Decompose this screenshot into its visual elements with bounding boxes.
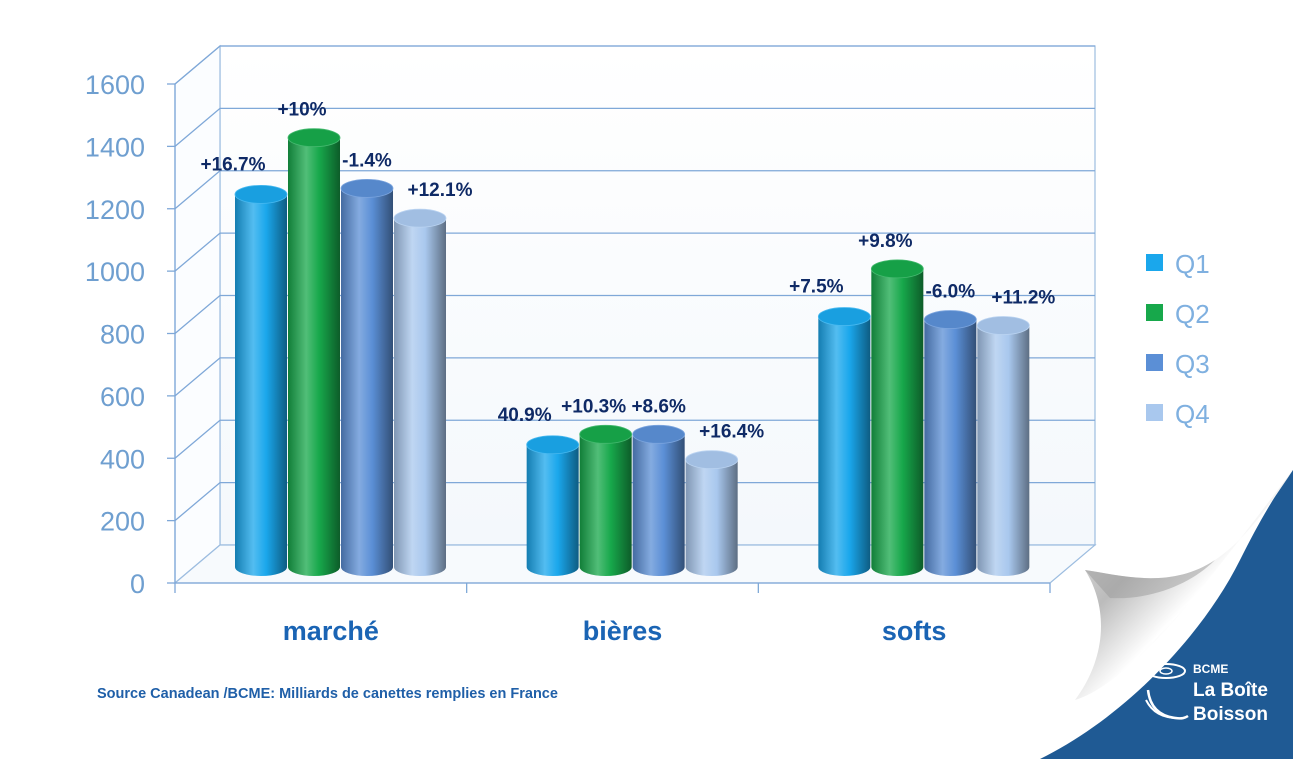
data-label: +8.6% [631, 396, 686, 417]
source-note: Source Canadean /BCME: Milliards de cane… [97, 686, 558, 702]
logo-line-2: Boisson [1193, 704, 1268, 725]
gridline [174, 232, 1095, 272]
category-label: softs [882, 616, 947, 646]
legend: Q1 Q2 Q3 Q4 [1146, 249, 1210, 429]
bar-q2-0 [287, 128, 341, 576]
y-tick-label: 800 [100, 320, 145, 350]
data-label: -6.0% [926, 282, 976, 303]
legend-label: Q4 [1175, 399, 1210, 429]
bar-q3-0 [340, 178, 394, 576]
data-label: +7.5% [789, 277, 844, 298]
y-tick-label: 1000 [85, 257, 145, 287]
data-label: -1.4% [342, 150, 392, 171]
logo-line-1: La Boîte [1193, 680, 1268, 701]
legend-item-q2: Q2 [1146, 299, 1210, 329]
gridline [174, 481, 1095, 522]
gridline [174, 419, 1095, 459]
data-labels: +16.7% +10% -1.4% +12.1% 40.9% +10.3% +8.6% +16… [201, 100, 1056, 443]
legend-swatch [1146, 254, 1163, 271]
data-label: +16.4% [699, 422, 764, 443]
category-label: bières [583, 616, 663, 646]
bar-q4-2 [976, 316, 1030, 576]
legend-label: Q1 [1175, 249, 1210, 279]
y-tick-label: 1400 [85, 132, 145, 162]
gridlines [174, 45, 1095, 522]
gridline [174, 357, 1095, 397]
legend-item-q4: Q4 [1146, 399, 1210, 429]
legend-swatch [1146, 404, 1163, 421]
data-label: +12.1% [408, 180, 473, 201]
bar-q3-2 [923, 310, 977, 576]
bar-q3-1 [632, 424, 686, 576]
gridline [174, 107, 1095, 147]
bar-q4-0 [393, 208, 447, 576]
gridline [174, 294, 1095, 334]
category-label: marché [283, 616, 379, 646]
bar-q1-0 [234, 184, 288, 576]
data-label: +10.3% [561, 396, 626, 417]
gridline [174, 45, 1095, 85]
y-tick-label: 400 [100, 444, 145, 474]
y-tick-label: 200 [100, 507, 145, 537]
legend-item-q1: Q1 [1146, 249, 1210, 279]
page-curl [1040, 470, 1293, 759]
legend-swatch [1146, 354, 1163, 371]
bar-q4-1 [685, 450, 739, 576]
y-tick-label: 1600 [85, 70, 145, 100]
y-tick-label: 0 [130, 569, 145, 599]
bar-q1-1 [526, 435, 580, 576]
bar-q1-2 [817, 307, 871, 576]
data-label: +11.2% [991, 288, 1055, 309]
y-tick-label: 1200 [85, 195, 145, 225]
y-tick-label: 600 [100, 382, 145, 412]
legend-label: Q2 [1175, 299, 1210, 329]
logo-can-icon [1145, 663, 1189, 720]
legend-swatch [1146, 304, 1163, 321]
x-axis-categories: marché bières softs [174, 583, 1051, 646]
gridline [174, 170, 1095, 210]
legend-label: Q3 [1175, 349, 1210, 379]
data-label: 40.9% [498, 405, 552, 426]
data-label: +10% [277, 100, 326, 121]
bar-q2-1 [579, 424, 633, 576]
data-label: +9.8% [858, 231, 913, 252]
y-axis-ticks: 0 200 400 600 800 1000 1200 1400 1600 [85, 70, 1050, 599]
legend-item-q3: Q3 [1146, 349, 1210, 379]
data-label: +16.7% [201, 154, 266, 175]
bar-q2-2 [870, 259, 924, 576]
bars [234, 128, 1030, 576]
logo-brand: BCME [1193, 662, 1229, 676]
